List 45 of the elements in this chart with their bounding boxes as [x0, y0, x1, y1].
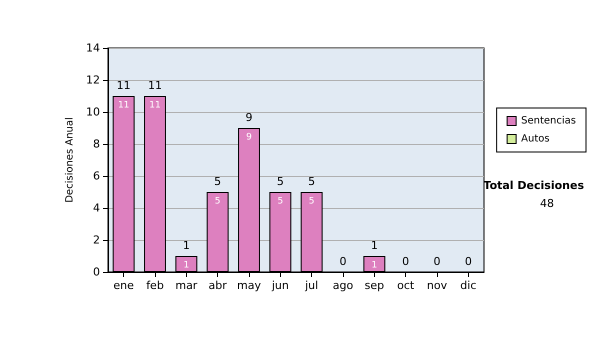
y-tick-label: 14	[86, 42, 100, 54]
x-tick-label: ago	[332, 279, 354, 292]
x-tick-label: sep	[364, 279, 384, 292]
data-label: 1	[183, 260, 190, 270]
total-label: 5	[276, 175, 284, 188]
x-tick-label: ene	[113, 279, 134, 292]
total-label: 5	[214, 175, 222, 188]
y-tick-label: 4	[93, 202, 100, 214]
legend-label: Sentencias	[521, 116, 576, 126]
total-label: 0	[434, 255, 440, 268]
total-label: 5	[308, 175, 316, 188]
data-label: 5	[308, 196, 315, 206]
total-label: 11	[148, 79, 162, 92]
total-label: 0	[464, 255, 472, 268]
x-tick-label: nov	[426, 279, 448, 292]
x-tick-label: may	[237, 279, 262, 292]
data-label: 9	[246, 132, 252, 142]
data-label: 5	[214, 196, 221, 206]
total-label: 0	[402, 255, 410, 268]
y-tick-label: 2	[93, 234, 100, 246]
text: 48	[540, 197, 554, 210]
data-label: 11	[149, 100, 161, 110]
y-tick-label: 0	[93, 266, 100, 278]
x-tick-label: mar	[175, 279, 198, 292]
y-axis-title: Decisiones Anual	[64, 117, 76, 203]
total-label: 0	[340, 255, 346, 268]
x-tick-label: feb	[146, 279, 164, 292]
x-tick-label: dic	[460, 279, 476, 292]
legend-label: Autos	[521, 134, 550, 144]
x-tick-label: abr	[208, 279, 228, 292]
x-tick-label: jun	[270, 279, 289, 292]
total-label: 1	[370, 239, 378, 252]
x-tick-label: oct	[397, 279, 415, 292]
y-tick-label: 10	[86, 106, 100, 118]
annotation: Total Decisiones	[484, 179, 584, 192]
data-label: 1	[371, 260, 378, 270]
total-label: 9	[246, 111, 252, 124]
data-label: 11	[118, 100, 130, 110]
total-label: 1	[182, 239, 190, 252]
x-tick-label: jul	[304, 279, 318, 292]
total-label: 11	[116, 79, 131, 92]
y-tick-label: 8	[93, 138, 100, 150]
y-tick-label: 6	[93, 170, 100, 182]
y-tick-label: 12	[86, 74, 100, 86]
data-label: 5	[277, 196, 284, 206]
